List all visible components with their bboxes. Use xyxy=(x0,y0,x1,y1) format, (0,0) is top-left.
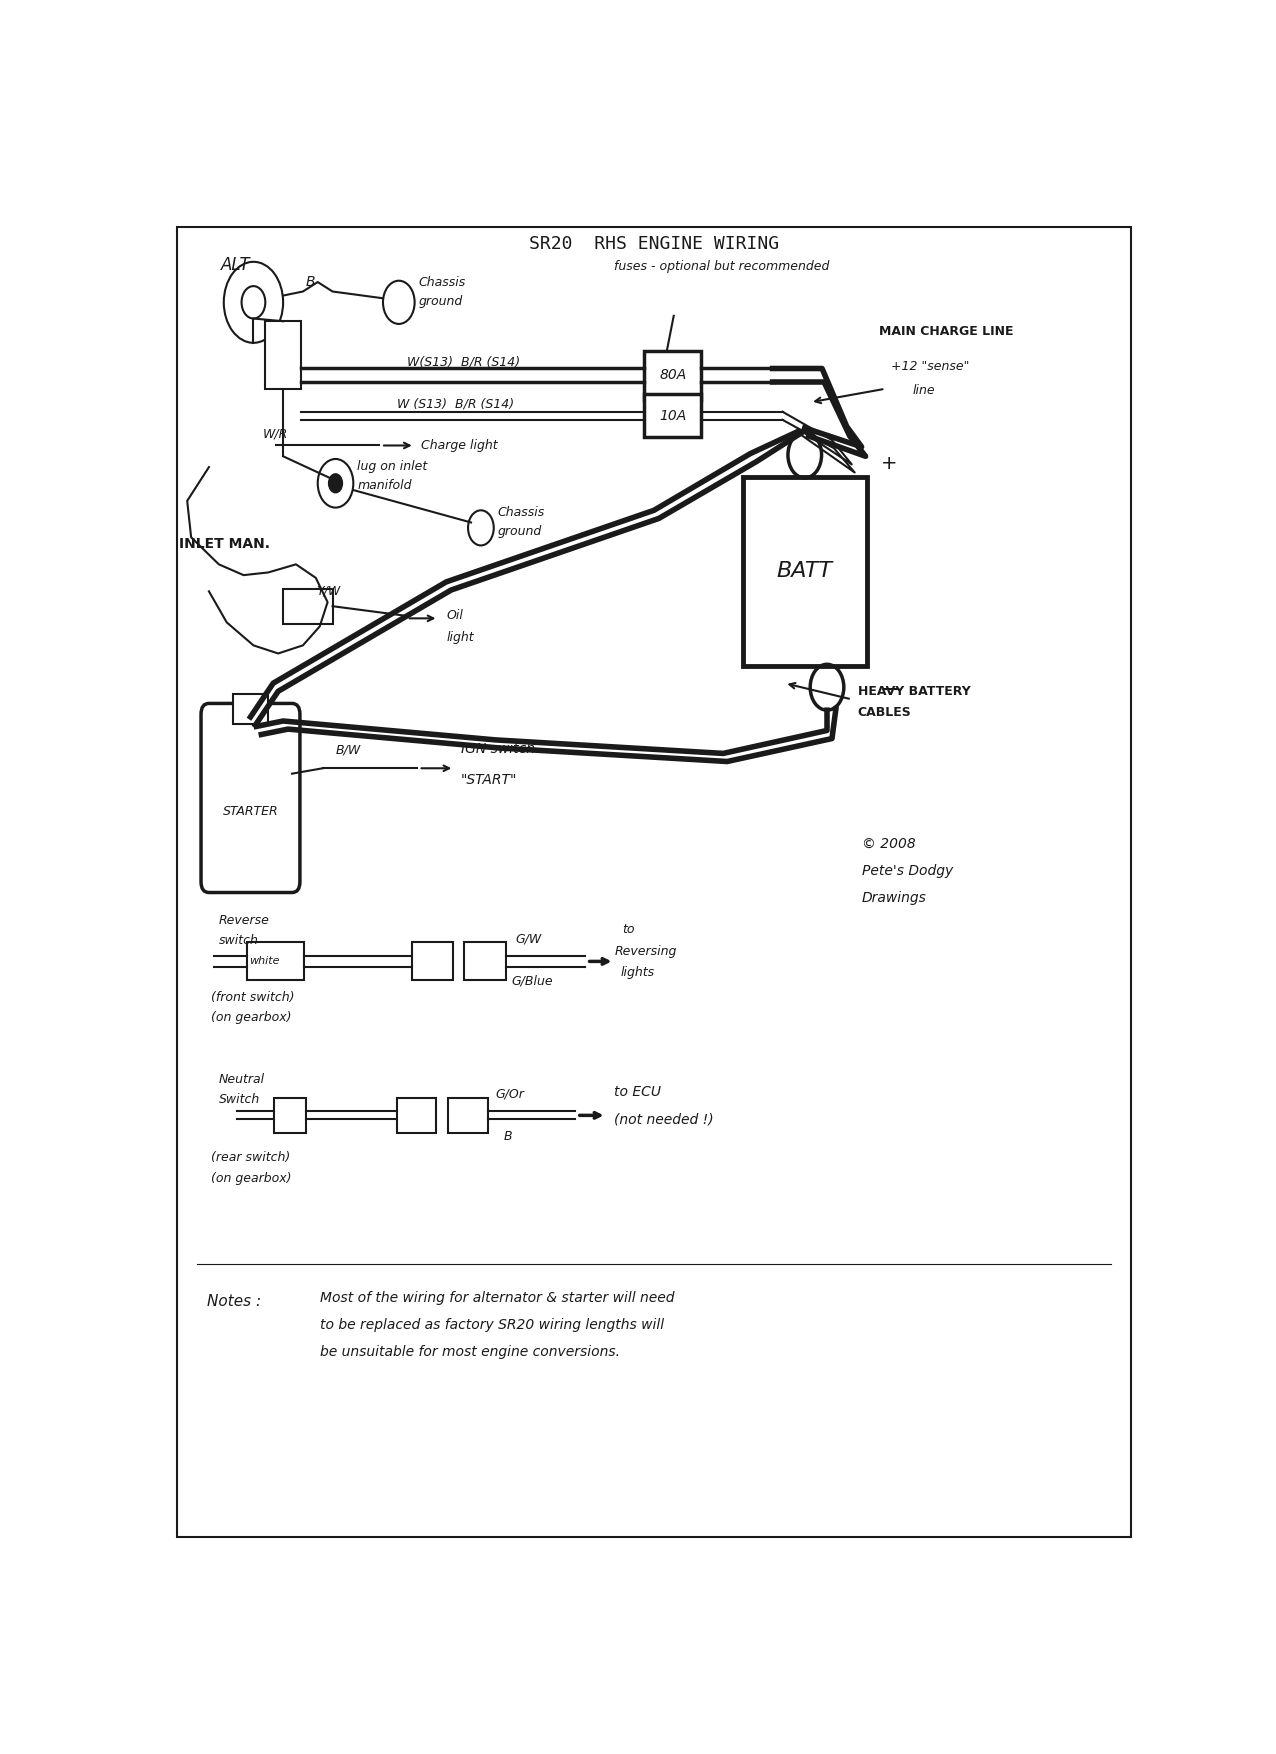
Text: Y/W: Y/W xyxy=(315,584,339,596)
Bar xyxy=(397,1098,436,1133)
Circle shape xyxy=(329,474,342,493)
Text: fuses - optional but recommended: fuses - optional but recommended xyxy=(615,260,829,274)
Bar xyxy=(283,589,333,624)
Text: G/Blue: G/Blue xyxy=(512,975,554,988)
Text: be unsuitable for most engine conversions.: be unsuitable for most engine conversion… xyxy=(320,1345,620,1359)
Text: (front switch): (front switch) xyxy=(211,991,295,1003)
FancyBboxPatch shape xyxy=(202,703,300,893)
Text: Reverse: Reverse xyxy=(219,914,269,926)
Text: (on gearbox): (on gearbox) xyxy=(211,1010,291,1024)
Bar xyxy=(644,395,702,437)
Text: Switch: Switch xyxy=(219,1093,260,1107)
Text: B/W: B/W xyxy=(336,744,361,756)
Text: Notes :: Notes : xyxy=(207,1294,262,1308)
Bar xyxy=(464,942,505,980)
Text: CABLES: CABLES xyxy=(857,705,911,719)
Bar xyxy=(448,1098,487,1133)
Text: W(S13)  B/R (S14): W(S13) B/R (S14) xyxy=(407,356,519,368)
Text: W (S13)  B/R (S14): W (S13) B/R (S14) xyxy=(397,398,514,410)
Text: 80A: 80A xyxy=(660,368,686,382)
Bar xyxy=(644,351,702,400)
Text: Reversing: Reversing xyxy=(615,945,676,958)
Text: Chassis: Chassis xyxy=(419,275,466,289)
Text: IGN switch: IGN switch xyxy=(461,742,535,756)
Text: (on gearbox): (on gearbox) xyxy=(211,1172,291,1184)
Text: switch: switch xyxy=(219,933,259,947)
Text: manifold: manifold xyxy=(357,479,412,491)
Bar xyxy=(274,1098,306,1133)
Bar xyxy=(246,942,304,980)
Text: HEAVY BATTERY: HEAVY BATTERY xyxy=(857,686,971,698)
Text: ALT: ALT xyxy=(221,256,250,274)
Text: G/W: G/W xyxy=(516,933,542,945)
Bar xyxy=(232,695,268,724)
Text: G/Or: G/Or xyxy=(495,1087,524,1102)
Text: SR20  RHS ENGINE WIRING: SR20 RHS ENGINE WIRING xyxy=(528,235,780,253)
Text: W/R: W/R xyxy=(263,428,287,440)
Text: INLET MAN.: INLET MAN. xyxy=(179,537,271,551)
Text: lights: lights xyxy=(620,966,655,979)
Text: ground: ground xyxy=(498,524,542,538)
Text: (rear switch): (rear switch) xyxy=(211,1151,290,1165)
Text: white: white xyxy=(250,956,279,966)
Text: "START": "START" xyxy=(461,774,518,788)
Text: Most of the wiring for alternator & starter will need: Most of the wiring for alternator & star… xyxy=(320,1291,674,1305)
Text: lug on inlet: lug on inlet xyxy=(357,460,427,474)
Text: +: + xyxy=(880,454,897,472)
Text: © 2008: © 2008 xyxy=(861,837,915,851)
Text: BATT: BATT xyxy=(777,561,833,581)
Text: Oil: Oil xyxy=(447,609,463,623)
Text: Chassis: Chassis xyxy=(498,505,545,519)
Bar xyxy=(265,321,301,389)
Bar xyxy=(743,477,866,665)
Text: to be replaced as factory SR20 wiring lengths will: to be replaced as factory SR20 wiring le… xyxy=(320,1317,664,1331)
Text: −: − xyxy=(880,679,901,702)
Text: B: B xyxy=(306,275,315,289)
Text: light: light xyxy=(447,631,473,644)
Text: 10A: 10A xyxy=(660,409,686,423)
Text: Charge light: Charge light xyxy=(421,438,498,453)
Text: Drawings: Drawings xyxy=(861,891,926,905)
Text: +12 "sense": +12 "sense" xyxy=(891,360,970,374)
Text: MAIN CHARGE LINE: MAIN CHARGE LINE xyxy=(879,324,1014,339)
Text: to: to xyxy=(623,923,634,937)
Text: B: B xyxy=(504,1130,512,1142)
Bar xyxy=(412,942,453,980)
Text: (not needed !): (not needed !) xyxy=(615,1112,715,1126)
Text: STARTER: STARTER xyxy=(223,805,278,817)
Text: Pete's Dodgy: Pete's Dodgy xyxy=(861,865,953,879)
Text: Neutral: Neutral xyxy=(219,1073,265,1086)
Text: line: line xyxy=(914,384,935,396)
Text: to ECU: to ECU xyxy=(615,1086,661,1100)
Text: ground: ground xyxy=(419,295,463,309)
